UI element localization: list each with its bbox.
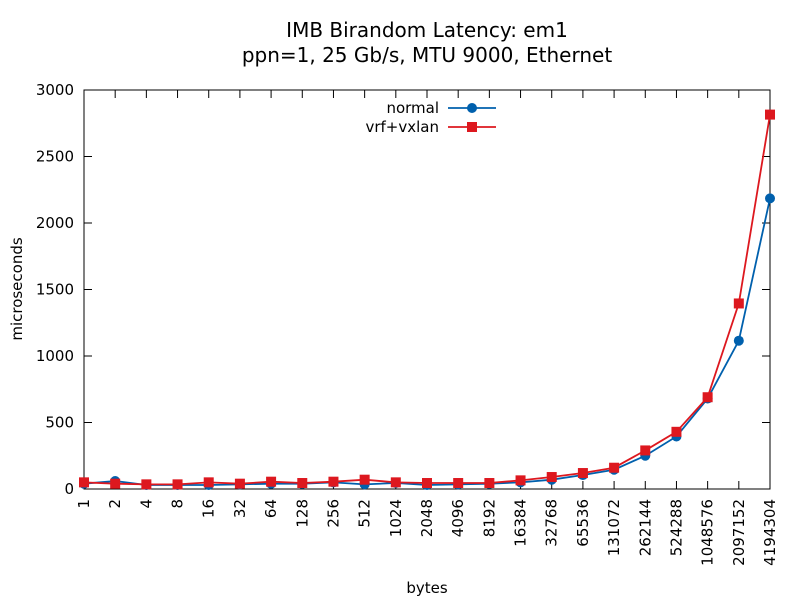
x-tick-label: 256 (324, 499, 342, 528)
x-tick-label: 512 (356, 499, 374, 528)
data-point-vrf-vxlan (546, 472, 557, 483)
series-line-vrf-vxlan (83, 114, 771, 486)
x-tick-label: 1024 (387, 499, 405, 537)
data-point-vrf-vxlan (234, 478, 245, 489)
x-tick-label: 16 (200, 499, 218, 518)
legend-marker-normal (467, 103, 477, 113)
data-point-normal (765, 193, 775, 204)
y-tick-label: 2000 (36, 214, 74, 232)
data-point-vrf-vxlan (733, 298, 744, 309)
x-tick-label: 8192 (480, 499, 498, 537)
x-tick-label: 131072 (605, 499, 623, 556)
x-tick-label: 4 (137, 499, 155, 509)
x-tick-label: 1 (75, 499, 93, 509)
y-tick-label: 1000 (36, 347, 74, 365)
data-point-vrf-vxlan (609, 462, 620, 473)
data-point-vrf-vxlan (702, 392, 713, 403)
x-tick-label: 4096 (449, 499, 467, 537)
data-point-vrf-vxlan (453, 478, 464, 489)
data-point-vrf-vxlan (484, 478, 495, 489)
x-tick-label: 2048 (418, 499, 436, 537)
x-tick-label: 64 (262, 499, 280, 518)
data-point-vrf-vxlan (671, 426, 682, 437)
data-point-vrf-vxlan (297, 478, 308, 489)
x-tick-label: 8 (169, 499, 187, 509)
series-line-normal (83, 198, 771, 486)
x-tick-label: 16384 (512, 499, 530, 547)
y-tick-label: 1500 (36, 281, 74, 299)
data-point-vrf-vxlan (577, 468, 588, 479)
x-tick-label: 128 (293, 499, 311, 528)
chart-title: IMB Birandom Latency: em1 (286, 18, 568, 42)
data-point-vrf-vxlan (640, 445, 651, 456)
y-tick-label: 500 (45, 414, 74, 432)
data-point-vrf-vxlan (515, 475, 526, 486)
data-point-vrf-vxlan (79, 477, 89, 488)
x-tick-label: 262144 (636, 499, 654, 556)
x-tick-label: 32768 (543, 499, 561, 547)
x-tick-label: 524288 (667, 499, 685, 556)
x-tick-label: 2097152 (730, 499, 748, 566)
series-normal (79, 193, 775, 491)
data-point-vrf-vxlan (390, 477, 401, 488)
y-tick-label: 2500 (36, 148, 74, 166)
x-tick-label: 65536 (574, 499, 592, 547)
x-tick-label: 4194304 (761, 499, 779, 566)
x-tick-label: 1048576 (699, 499, 717, 566)
data-point-vrf-vxlan (172, 479, 183, 490)
plot-area-border (83, 89, 771, 490)
data-point-vrf-vxlan (328, 476, 339, 487)
data-point-vrf-vxlan (422, 478, 432, 489)
data-point-vrf-vxlan (203, 477, 214, 488)
x-tick-label: 2 (106, 499, 124, 509)
series-vrf-vxlan (79, 109, 775, 490)
legend-label-normal: normal (386, 99, 439, 117)
y-axis-label: microseconds (8, 237, 26, 341)
data-point-normal (733, 335, 744, 346)
data-point-vrf-vxlan (765, 109, 775, 120)
y-axis: 0 500 1000 1500 2000 2500 3000 (36, 81, 770, 498)
series-layer (79, 109, 775, 491)
y-tick-label: 3000 (36, 81, 74, 99)
x-axis: 1 2 4 8 16 32 64 128 256 512 1024 2048 4096 8192 16384… (75, 90, 779, 566)
data-point-vrf-vxlan (266, 476, 277, 487)
legend-marker-vrf-vxlan (467, 122, 477, 132)
legend-label-vrf-vxlan: vrf+vxlan (365, 118, 439, 136)
chart-subtitle: ppn=1, 25 Gb/s, MTU 9000, Ethernet (242, 43, 613, 67)
data-point-vrf-vxlan (110, 478, 121, 489)
data-point-vrf-vxlan (141, 479, 152, 490)
y-tick-label: 0 (64, 480, 74, 498)
data-point-vrf-vxlan (359, 474, 370, 485)
x-tick-label: 32 (231, 499, 249, 518)
x-axis-label: bytes (406, 579, 448, 597)
